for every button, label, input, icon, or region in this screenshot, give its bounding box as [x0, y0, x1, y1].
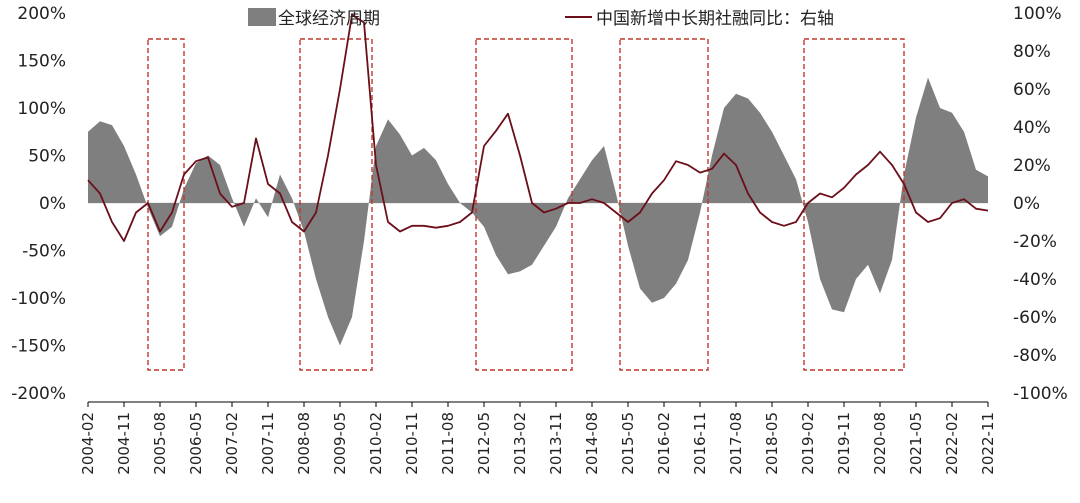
x-tick-label: 2008-08 [295, 412, 313, 475]
left-tick-label: -150% [11, 337, 66, 357]
x-tick-label: 2014-08 [583, 412, 601, 475]
area-series-global-cycle [88, 77, 988, 346]
legend-area-label: 全球经济周期 [278, 9, 380, 29]
left-tick-label: -200% [11, 384, 66, 404]
x-tick-label: 2020-08 [871, 412, 889, 475]
x-tick-label: 2016-11 [691, 412, 709, 475]
x-tick-label: 2013-02 [511, 412, 529, 475]
right-tick-label: 0% [1013, 194, 1040, 214]
x-tick-label: 2004-11 [115, 412, 133, 475]
x-tick-label: 2015-05 [619, 412, 637, 475]
x-tick-label: 2009-05 [331, 412, 349, 475]
right-tick-label: -60% [1013, 308, 1057, 328]
right-tick-label: 80% [1013, 42, 1051, 62]
right-tick-label: 40% [1013, 118, 1051, 138]
x-tick-label: 2021-05 [907, 412, 925, 475]
x-tick-label: 2018-05 [763, 412, 781, 475]
x-tick-label: 2005-08 [151, 412, 169, 475]
highlight-box-3 [475, 38, 573, 371]
x-axis: 2004-02 2004-11 2005-08 2006-05 2007-02 2007-… [79, 401, 997, 475]
right-axis: 100% 80% 60% 40% 20% 0% -20% -40% -60% -80% -100% [1013, 4, 1068, 404]
left-tick-label: -50% [22, 242, 66, 262]
x-tick-label: 2011-08 [439, 412, 457, 475]
right-tick-label: 100% [1013, 4, 1062, 24]
x-tick-label: 2012-05 [475, 412, 493, 475]
x-tick-label: 2019-11 [835, 412, 853, 475]
legend-area-swatch [248, 8, 276, 26]
left-tick-label: 0% [39, 194, 66, 214]
right-tick-label: 20% [1013, 156, 1051, 176]
left-tick-label: 200% [17, 4, 66, 24]
right-tick-label: -100% [1013, 384, 1068, 404]
x-tick-label: 2010-11 [403, 412, 421, 475]
right-tick-label: -20% [1013, 232, 1057, 252]
x-tick-label: 2022-11 [979, 412, 997, 475]
x-tick-label: 2013-11 [547, 412, 565, 475]
area-series-layer [88, 77, 988, 346]
highlight-box-4 [619, 38, 709, 371]
x-tick-label: 2007-02 [223, 412, 241, 475]
right-tick-label: 60% [1013, 80, 1051, 100]
x-tick-label: 2022-02 [943, 412, 961, 475]
x-tick-label: 2004-02 [79, 412, 97, 475]
legend-line-label: 中国新增中长期社融同比：右轴 [596, 9, 834, 29]
line-series-layer [87, 13, 989, 242]
x-tick-label: 2017-08 [727, 412, 745, 475]
legend: 全球经济周期 中国新增中长期社融同比：右轴 [248, 8, 834, 29]
highlight-box-5 [803, 38, 905, 371]
right-tick-label: -80% [1013, 346, 1057, 366]
line-series-china-financing [87, 13, 989, 242]
x-tick-label: 2007-11 [259, 412, 277, 475]
left-tick-label: 150% [17, 52, 66, 72]
highlight-box-2 [299, 38, 373, 371]
x-tick-label: 2010-02 [367, 412, 385, 475]
left-tick-label: 50% [28, 147, 66, 167]
x-tick-label: 2016-02 [655, 412, 673, 475]
right-tick-label: -40% [1013, 270, 1057, 290]
x-tick-label: 2019-02 [799, 412, 817, 475]
left-tick-label: -100% [11, 289, 66, 309]
left-axis: 200% 150% 100% 50% 0% -50% -100% -150% -200% [11, 4, 66, 404]
x-tick-label: 2006-05 [187, 412, 205, 475]
left-tick-label: 100% [17, 99, 66, 119]
